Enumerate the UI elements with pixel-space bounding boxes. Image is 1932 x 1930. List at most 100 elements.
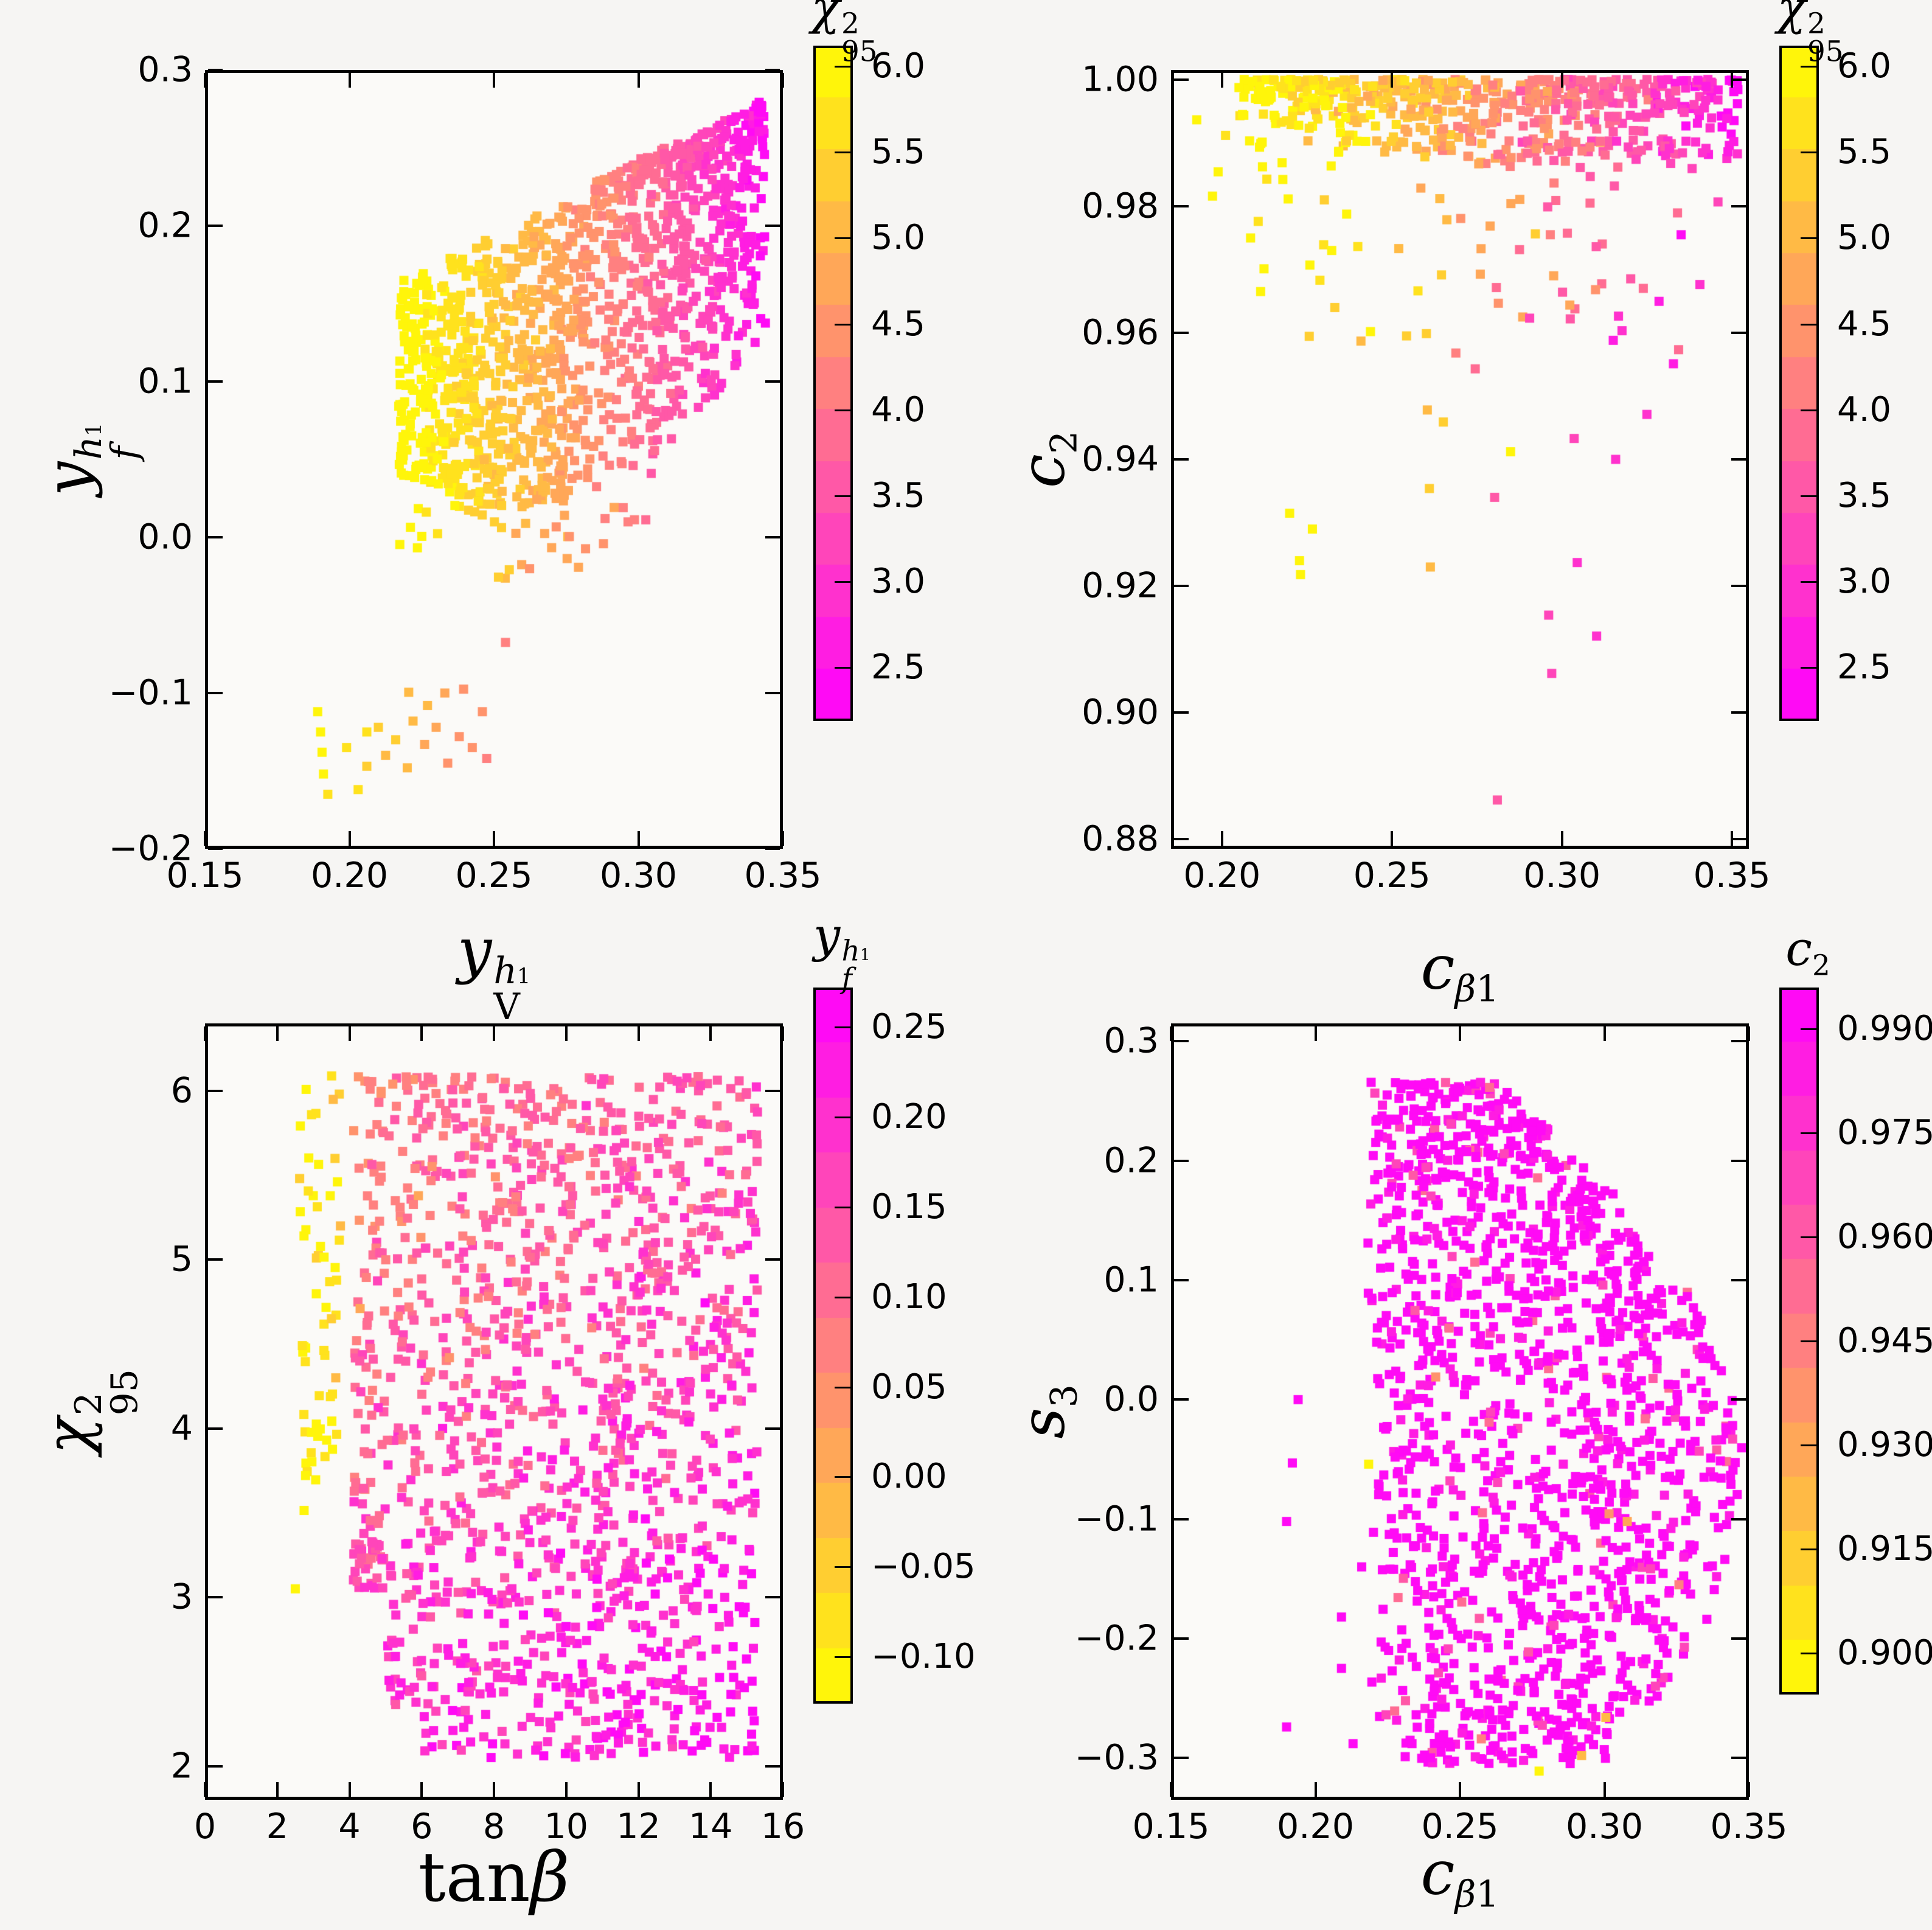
p3-ytick-label: 5 bbox=[170, 1239, 193, 1280]
p1-cbar-tick-label: 5.5 bbox=[871, 132, 926, 172]
p3-xtick-top bbox=[782, 1026, 784, 1041]
p3-xtick-top bbox=[348, 1026, 351, 1041]
p3-cbar-tick-label: 0.20 bbox=[871, 1096, 947, 1137]
p1-xlabel-base: y bbox=[457, 914, 492, 986]
p3-colorbar-title: y h1 f bbox=[813, 911, 870, 994]
p2-ytick-label: 0.90 bbox=[1082, 692, 1159, 733]
p4-cbar-tick bbox=[1801, 1444, 1816, 1446]
p3-y-axis-label: χ 2 95 bbox=[32, 1369, 146, 1454]
p4-xtick-top bbox=[1603, 1026, 1606, 1041]
p2-ytick-left bbox=[1174, 331, 1189, 334]
p1-xtick-label: 0.30 bbox=[600, 855, 677, 896]
p4-ytick-right bbox=[1731, 1517, 1746, 1521]
p3-xtick-bottom bbox=[637, 1782, 640, 1797]
p2-cbar-tick-label: 5.0 bbox=[1837, 218, 1892, 258]
p3-ytick-right bbox=[765, 1258, 780, 1261]
p4-ytick-right bbox=[1731, 1159, 1746, 1162]
p4-cbar-tick-label: 0.930 bbox=[1837, 1424, 1932, 1465]
p1-cbar-tick bbox=[835, 581, 850, 584]
p4-colorbar-canvas bbox=[1779, 988, 1819, 1695]
p1-xlabel-sup: h bbox=[493, 949, 518, 992]
p3-xtick-label: 12 bbox=[616, 1806, 661, 1847]
p4-ytick-left bbox=[1174, 1757, 1189, 1760]
p2-xtick-label: 0.20 bbox=[1183, 855, 1261, 896]
p2-xlabel-sub-beta: β bbox=[1454, 967, 1476, 1011]
p2-cbar-tick-label: 3.0 bbox=[1837, 562, 1892, 602]
p4-cbtitle-base: c bbox=[1785, 921, 1812, 977]
p2-ytick-label: 0.96 bbox=[1082, 312, 1159, 353]
p4-ytick-left bbox=[1174, 1398, 1189, 1401]
p1-xtick-bottom bbox=[348, 831, 351, 846]
p1-cbar-tick bbox=[835, 323, 850, 326]
p3-xtick-top bbox=[493, 1026, 495, 1041]
p4-cbar-tick bbox=[1801, 1132, 1816, 1135]
p2-y-axis-label: c2 bbox=[1007, 431, 1086, 488]
p1-cbar-tick bbox=[835, 409, 850, 411]
p3-cbar-tick bbox=[835, 1296, 850, 1298]
p3-ytick-label: 3 bbox=[170, 1576, 193, 1617]
p3-xtick-label: 10 bbox=[544, 1806, 589, 1847]
p2-xlabel-sub-one: 1 bbox=[1476, 967, 1499, 1011]
p2-ytick-label: 1.00 bbox=[1082, 59, 1159, 100]
p1-xtick-top bbox=[348, 73, 351, 88]
p3-xtick-bottom bbox=[709, 1782, 712, 1797]
p4-cbar-tick-label: 0.945 bbox=[1837, 1321, 1932, 1360]
p2-ytick-right bbox=[1731, 331, 1746, 334]
p3-ytick-left bbox=[208, 1089, 223, 1092]
p2-xtick-top bbox=[1220, 73, 1223, 88]
p4-ytick-left bbox=[1174, 1159, 1189, 1162]
p2-colorbar-canvas bbox=[1779, 46, 1819, 721]
p2-cbar-tick-label: 6.0 bbox=[1837, 46, 1892, 86]
p3-xtick-bottom bbox=[420, 1782, 423, 1797]
p1-ytick-label: 0.3 bbox=[137, 49, 193, 90]
p3-xtick-top bbox=[565, 1026, 568, 1041]
p4-ytick-right bbox=[1731, 1040, 1746, 1043]
p3-xtick-top bbox=[709, 1026, 712, 1041]
p2-ytick-left bbox=[1174, 838, 1189, 841]
p4-cbar-tick-label: 0.915 bbox=[1837, 1528, 1932, 1569]
p2-ytick-right bbox=[1731, 585, 1746, 588]
p3-cbar-tick-label: 0.05 bbox=[871, 1367, 947, 1407]
p4-ytick-label: 0.1 bbox=[1103, 1259, 1159, 1300]
p1-y-axis-label: y h1 f bbox=[32, 422, 146, 496]
p1-cbtitle-base: χ bbox=[811, 0, 840, 36]
p4-ytick-left bbox=[1174, 1279, 1189, 1282]
p4-ytick-label: 0.3 bbox=[1103, 1020, 1159, 1061]
p1-ylabel-sub: f bbox=[103, 446, 146, 460]
p1-ytick-label: 0.0 bbox=[137, 517, 193, 557]
p2-x-axis-label: cβ1 bbox=[1421, 937, 1499, 1011]
p1-ylabel-supsub: 1 bbox=[82, 422, 106, 436]
p3-cbtitle-supsub: 1 bbox=[860, 946, 870, 965]
p3-cbar-tick bbox=[835, 1656, 850, 1659]
p4-xtick-bottom bbox=[1170, 1782, 1172, 1797]
p4-xtick-bottom bbox=[1603, 1782, 1606, 1797]
p4-xtick-bottom bbox=[1459, 1782, 1461, 1797]
p2-xtick-top bbox=[1391, 73, 1394, 88]
p1-ytick-right bbox=[765, 380, 780, 383]
p2-cbar-tick-label: 5.5 bbox=[1837, 132, 1892, 172]
p4-ytick-right bbox=[1731, 1637, 1746, 1640]
p3-cbar-tick bbox=[835, 1026, 850, 1029]
p3-xlabel-tan: tan bbox=[418, 1838, 530, 1917]
p3-xlabel-beta: β bbox=[530, 1838, 570, 1917]
p1-cbar-tick bbox=[835, 152, 850, 154]
p2-xtick-label: 0.25 bbox=[1353, 855, 1431, 896]
p3-ytick-label: 2 bbox=[170, 1746, 193, 1786]
p3-xtick-top bbox=[276, 1026, 279, 1041]
p2-ytick-label: 0.88 bbox=[1082, 818, 1159, 859]
p3-xtick-label: 6 bbox=[411, 1806, 433, 1847]
p2-scatter-canvas bbox=[1171, 70, 1749, 849]
p1-colorbar-title: χ 2 95 bbox=[811, 0, 877, 67]
p2-ytick-right bbox=[1731, 78, 1746, 81]
p4-ylabel-sub: 3 bbox=[1043, 1384, 1086, 1408]
p2-cbar-tick bbox=[1801, 495, 1816, 497]
p3-cbar-tick bbox=[835, 1566, 850, 1569]
p2-ytick-left bbox=[1174, 458, 1189, 461]
p4-xtick-label: 0.25 bbox=[1421, 1806, 1499, 1847]
p3-ytick-left bbox=[208, 1765, 223, 1768]
p1-xtick-label: 0.15 bbox=[166, 855, 244, 896]
p2-ytick-label: 0.98 bbox=[1082, 186, 1159, 226]
p4-xlabel-base: c bbox=[1420, 1837, 1455, 1909]
p2-xtick-bottom bbox=[1560, 831, 1563, 846]
